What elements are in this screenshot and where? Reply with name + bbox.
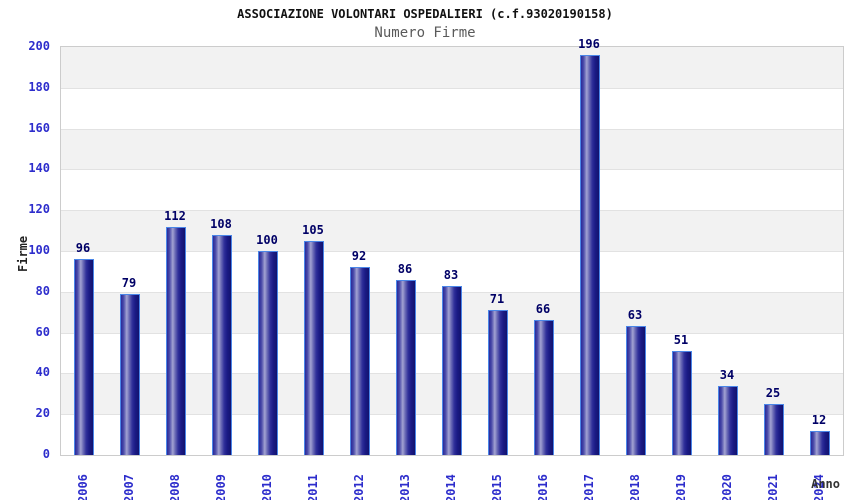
x-tick-label: 2021 [766, 474, 780, 500]
bar-2010 [258, 251, 278, 455]
y-tick-label: 20 [35, 406, 50, 421]
bar-2006 [74, 259, 94, 455]
bar-value-label: 105 [302, 222, 324, 237]
gridline [61, 128, 843, 130]
bar-value-label: 100 [256, 233, 278, 247]
x-tick-label: 2008 [168, 474, 182, 500]
x-tick-label: 2015 [490, 474, 504, 500]
plot-band [61, 251, 843, 292]
bar-value-label: 12 [811, 412, 827, 427]
x-tick-label: 2017 [582, 474, 596, 500]
y-tick-label: 80 [35, 283, 50, 298]
plot-area [60, 46, 844, 456]
bar-value-label: 66 [535, 302, 551, 317]
plot-band [61, 128, 843, 170]
chart-subtitle: Numero Firme [374, 25, 476, 41]
bar-2019 [672, 350, 692, 455]
bar-value-label: 86 [397, 261, 413, 276]
x-tick-label: 2019 [674, 474, 688, 500]
bar-value-label: 112 [164, 208, 186, 223]
y-tick-label: 180 [28, 79, 50, 94]
x-tick-label: 2006 [76, 474, 90, 500]
x-tick-label: 2010 [260, 474, 274, 500]
bar-2017 [580, 55, 600, 455]
bar-2024 [810, 430, 830, 455]
x-tick-label: 2011 [306, 474, 320, 500]
x-tick-label: 2013 [398, 474, 412, 500]
x-tick-label: 2016 [536, 474, 550, 500]
bar-value-label: 79 [121, 275, 137, 290]
bar-2021 [764, 404, 784, 455]
x-axis-label: Anno [811, 477, 840, 491]
y-tick-label: 60 [35, 324, 50, 339]
bar-value-label: 108 [210, 216, 232, 231]
gridline [61, 169, 843, 171]
y-tick-label: 120 [28, 202, 50, 217]
bar-2016 [534, 320, 554, 455]
bar-2008 [166, 226, 186, 455]
plot-band [61, 87, 843, 129]
x-tick-label: 2009 [214, 474, 228, 500]
y-tick-label: 160 [28, 120, 50, 135]
bar-value-label: 196 [578, 37, 600, 52]
bar-value-label: 34 [719, 367, 735, 382]
bar-2009 [212, 234, 232, 455]
bar-2011 [304, 240, 324, 455]
bar-2012 [350, 267, 370, 455]
x-tick-label: 2007 [122, 474, 136, 500]
bar-value-label: 96 [75, 241, 91, 256]
x-tick-label: 2018 [628, 474, 642, 500]
x-tick-label: 2012 [352, 474, 366, 500]
bar-2013 [396, 279, 416, 455]
gridline [61, 210, 843, 212]
plot-band [61, 169, 843, 211]
y-tick-label: 40 [35, 365, 50, 380]
y-tick-label: 200 [28, 39, 50, 53]
bar-2015 [488, 310, 508, 455]
bar-2007 [120, 293, 140, 455]
x-tick-label: 2020 [720, 474, 734, 500]
bar-value-label: 25 [765, 386, 781, 400]
y-tick-label: 0 [42, 447, 50, 461]
bar-value-label: 51 [673, 332, 689, 347]
bar-value-label: 71 [489, 292, 505, 307]
gridline [61, 251, 843, 252]
chart-title: ASSOCIAZIONE VOLONTARI OSPEDALIERI (c.f.… [237, 7, 613, 21]
bar-2018 [626, 326, 646, 455]
bar-value-label: 63 [627, 308, 643, 323]
bar-value-label: 92 [351, 249, 367, 264]
plot-band [61, 210, 843, 251]
y-tick-label: 140 [28, 161, 50, 176]
plot-band [61, 47, 843, 88]
x-tick-label: 2014 [444, 474, 458, 500]
bar-2020 [718, 385, 738, 455]
bar-value-label: 83 [443, 267, 459, 282]
gridline [61, 87, 843, 89]
bar-2014 [442, 285, 462, 455]
y-tick-label: 100 [28, 243, 50, 257]
